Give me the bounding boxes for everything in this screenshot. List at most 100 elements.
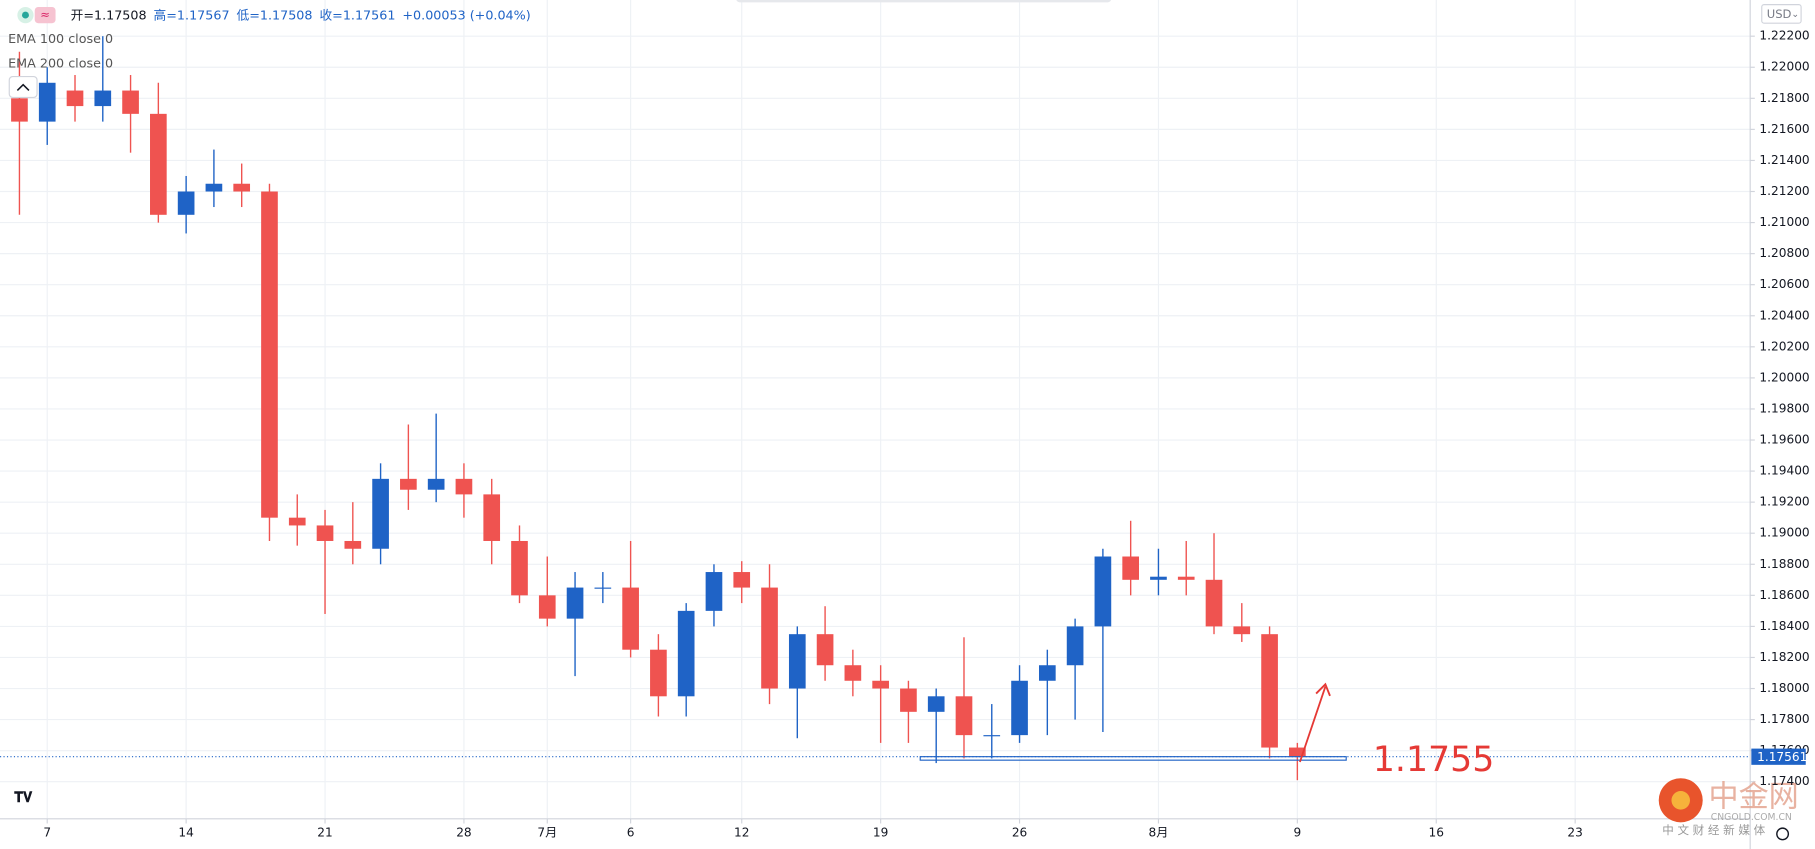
x-tick-label: 21 [317,825,332,839]
candle-body [122,90,139,114]
ohlc-value: 开=1.17508 [71,9,147,24]
candle-body [1122,556,1140,580]
y-tick-label: 1.20200 [1759,339,1809,353]
candle-body [455,478,473,495]
candle-body [1094,556,1112,627]
y-tick-label: 1.21400 [1759,153,1809,167]
watermark-logo-inner [1671,791,1690,810]
candle-body [1261,634,1278,748]
candle-body [511,540,528,596]
candle-body [483,494,501,541]
currency-caret: ⌄ [1791,9,1799,20]
y-tick-label: 1.18400 [1759,619,1809,633]
header: 开=1.17508 高=1.17567 低=1.17508 收=1.17561 +0.0… [8,8,531,72]
candle-body [94,90,112,107]
x-tick-label: 7月 [537,825,557,839]
y-tick-label: 1.19200 [1759,495,1809,509]
candle-body [1289,747,1306,757]
watermark-sub: 中 文 财 经 新 媒 体 [1662,823,1765,837]
candle-body [288,517,306,526]
y-tick-label: 1.20000 [1759,370,1809,384]
ohlc-value: 收=1.17561 [319,9,395,24]
x-tick-label: 12 [734,825,749,839]
y-tick-label: 1.21800 [1759,91,1809,105]
arrow [1299,682,1331,763]
grid [0,0,1751,819]
y-tick-label: 1.22000 [1759,60,1809,74]
candle-body [400,478,417,490]
candle-body [844,665,862,681]
y-tick-label: 1.17800 [1759,712,1809,726]
ohlc-value: +0.00053 (+0.04%) [402,9,530,24]
y-tick-label: 1.21600 [1759,122,1809,136]
candle-body [733,572,751,588]
top-tab [736,0,1112,3]
candle-body [1011,680,1028,736]
candle-body [816,634,834,666]
watermark-title: 中金网 [1709,779,1799,814]
candle-body [1233,626,1251,635]
last-price-label: 1.17561 [1757,750,1807,764]
x-tick-label: 23 [1567,825,1582,839]
ohlc-value: 高=1.17567 [154,8,230,24]
logo-text: 𝐓𝐕 [14,790,33,806]
candle-body [761,587,778,689]
y-tick-label: 1.21000 [1759,215,1809,229]
ohlc-value: 低=1.17508 [237,9,313,24]
candle-body [66,90,84,107]
candle-body [1150,576,1167,580]
candle-body [316,525,334,541]
y-tick-label: 1.20800 [1759,246,1809,260]
candle-body [788,634,806,689]
y-tick-label: 1.19600 [1759,433,1809,447]
x-tick-label: 8月 [1149,825,1169,839]
candle-body [983,735,1001,737]
y-tick-label: 1.20400 [1759,308,1809,322]
candle-body [233,183,251,192]
indicator-label: EMA 100 close 0 [8,32,113,47]
candle-body [1177,576,1195,580]
y-tick-label: 1.18600 [1759,588,1809,602]
y-tick-label: 1.19800 [1759,401,1809,415]
plot [0,36,1751,781]
last-price-box [1751,748,1806,765]
candle-body [1066,626,1084,666]
x-tick-label: 26 [1012,825,1027,839]
x-tick-label: 14 [178,825,194,839]
candle-body [177,191,195,215]
y-tick-label: 1.18200 [1759,650,1809,664]
currency: USD [1767,7,1792,21]
compare-icon [34,6,56,24]
support-line [919,756,1347,761]
y-tick-label: 1.20600 [1759,277,1809,291]
candle-body [677,610,695,697]
y-tick-label: 1.19000 [1759,526,1809,540]
currency-box[interactable] [1761,4,1802,24]
collapse-button[interactable] [8,75,38,99]
candle-body [927,696,945,712]
logo [6,785,40,811]
candle-body [1205,579,1223,627]
compare-glyph: ≈ [40,8,50,22]
settings-icon[interactable] [1776,827,1790,841]
watermark-url: CNGOLD.COM.CN [1711,812,1792,823]
x-tick-label: 16 [1429,825,1444,839]
y-tick-label: 1.17400 [1759,774,1809,788]
candle-body [650,649,667,697]
candle-body [205,183,223,192]
candle-body [150,113,167,215]
support-label: 1.1755 [1373,740,1494,780]
x-tick-label: 7 [43,825,51,839]
candle-body [261,191,278,518]
y-tick-label: 1.18000 [1759,681,1809,695]
y-tick-label: 1.19400 [1759,464,1809,478]
candle-body [872,680,889,689]
candle-body [538,595,556,619]
y-tick-label: 1.21200 [1759,184,1809,198]
candle-body [594,587,612,589]
candle-body [900,688,917,712]
x-tick-label: 6 [627,825,635,839]
